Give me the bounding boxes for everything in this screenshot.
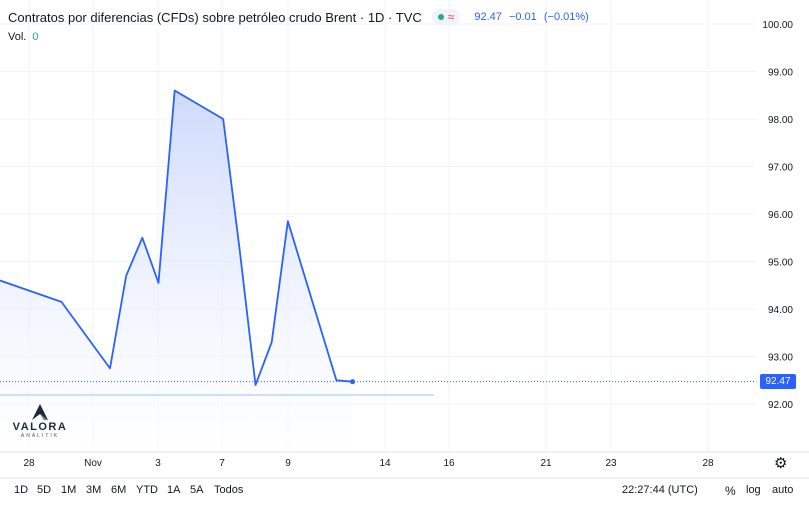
y-tick-label: 94.00 [768, 305, 793, 316]
x-tick-label: Nov [84, 458, 102, 469]
x-tick-label: 16 [443, 458, 455, 469]
percent-toggle[interactable]: % [725, 484, 736, 498]
logo-name: VALORA [12, 421, 68, 433]
series-area-fill [0, 90, 353, 452]
y-tick-label: 97.00 [768, 163, 793, 174]
logo-tagline: ANALITIK [20, 433, 60, 439]
last-price: 92.47 [474, 11, 502, 23]
series-line [0, 89, 353, 386]
y-tick-label: 95.00 [768, 258, 793, 269]
range-button-1m[interactable]: 1M [61, 484, 77, 496]
last-price-label: 92.47 [760, 374, 796, 389]
log-toggle[interactable]: log [746, 484, 761, 496]
auto-toggle[interactable]: auto [772, 484, 794, 496]
y-tick-label: 100.00 [762, 20, 793, 31]
range-button-ytd[interactable]: YTD [136, 484, 158, 496]
price-readout: 92.47 −0.01 (−0.01%) [474, 11, 592, 23]
x-tick-label: 23 [605, 458, 617, 469]
y-tick-label: 98.00 [768, 115, 793, 126]
logo-mark-icon [32, 404, 48, 420]
volume-label: Vol. [8, 31, 27, 43]
x-tick-label: 14 [379, 458, 391, 469]
price-change-pct: (−0.01%) [543, 11, 589, 23]
market-status-pill[interactable]: ≈ [431, 9, 461, 25]
x-tick-label: 7 [219, 458, 225, 469]
volume-value: 0 [32, 31, 39, 43]
range-button-todos[interactable]: Todos [214, 484, 244, 496]
range-button-1d[interactable]: 1D [14, 484, 29, 496]
y-tick-label: 96.00 [768, 210, 793, 221]
range-button-1a[interactable]: 1A [167, 484, 181, 496]
range-button-3m[interactable]: 3M [86, 484, 102, 496]
range-button-5a[interactable]: 5A [190, 484, 204, 496]
x-tick-label: 9 [285, 458, 291, 469]
symbol-title[interactable]: Contratos por diferencias (CFDs) sobre p… [8, 9, 422, 25]
range-button-5d[interactable]: 5D [37, 484, 52, 496]
price-change: −0.01 [508, 11, 537, 23]
utc-clock[interactable]: 22:27:44 (UTC) [622, 484, 698, 496]
x-tick-label: 3 [155, 458, 161, 469]
valora-analitik-logo: VALORA ANALITIK [10, 404, 70, 444]
gear-icon[interactable]: ⚙ [774, 455, 788, 472]
green-dot-icon [437, 14, 444, 20]
data-point [350, 379, 356, 385]
x-tick-label: 21 [540, 458, 552, 469]
x-tick-label: 28 [23, 458, 35, 469]
range-button-6m[interactable]: 6M [111, 484, 127, 496]
approx-icon: ≈ [447, 10, 455, 24]
volume-legend[interactable]: Vol. 0 [8, 31, 38, 43]
bottom-toolbar: 1D 5D 1M 3M 6M YTD 1A 5A Todos 22:27:44 (UTC) % … [0, 478, 809, 505]
y-tick-label: 99.00 [768, 68, 793, 79]
y-tick-label: 92.00 [768, 400, 793, 411]
y-tick-label: 93.00 [768, 353, 793, 364]
chart-legend: Contratos por diferencias (CFDs) sobre p… [8, 9, 593, 25]
x-tick-label: 28 [702, 458, 714, 469]
